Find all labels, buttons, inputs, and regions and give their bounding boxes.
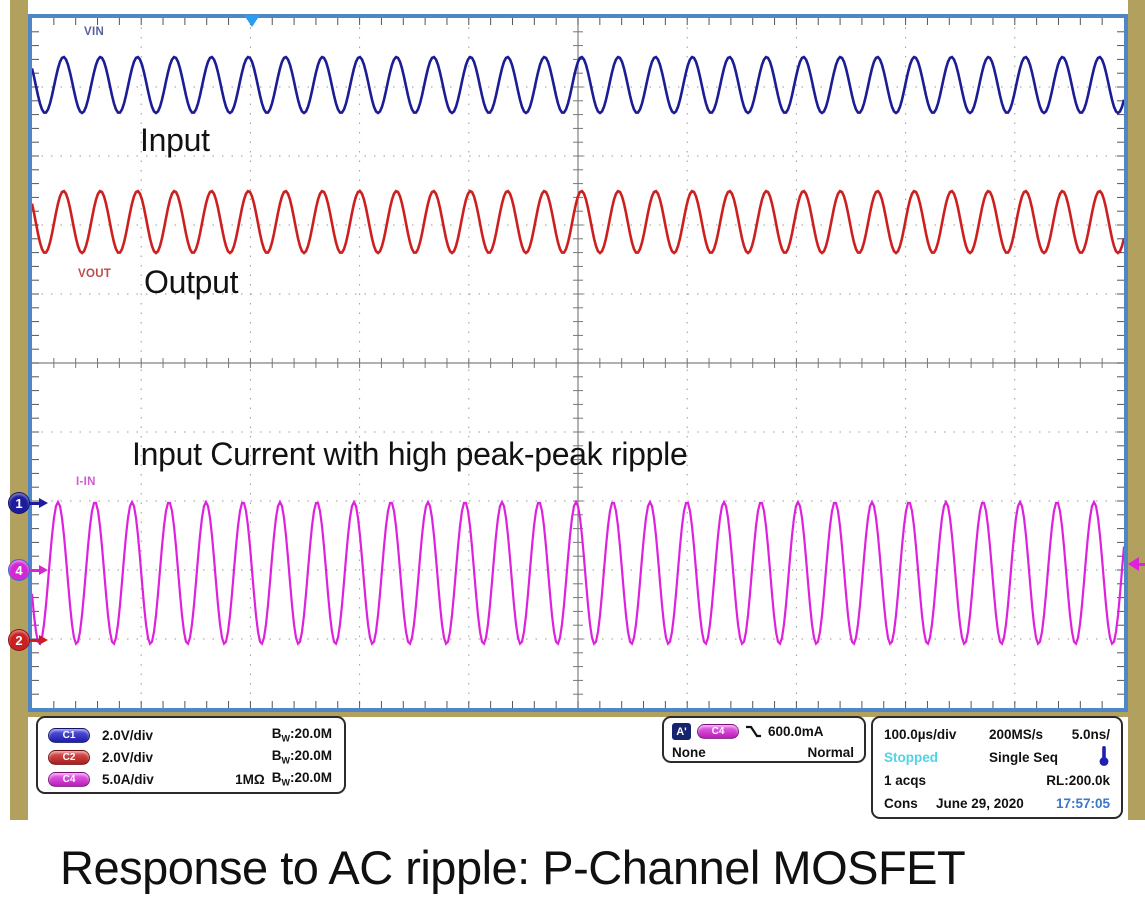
time-value: 17:57:05 [1055,796,1110,811]
date-value: June 29, 2020 [936,796,1024,811]
channel-4-arrow-icon [39,565,48,575]
channel-2-badge: 2 [8,629,30,651]
trigger-level-marker-icon [1128,557,1145,571]
acquisition-mode-value: Single Seq [989,750,1059,765]
figure-caption: Response to AC ripple: P-Channel MOSFET [60,841,966,894]
c2-scale: 2.0V/div [102,749,154,765]
c1-scale: 2.0V/div [102,727,154,743]
sample-interval-value: 5.0ns/ [1071,727,1110,742]
trigger-mode-left: None [672,744,706,760]
channel-row-c2: C2 2.0V/div BW:20.0M [48,746,332,768]
horizontal-acquisition-panel: 100.0µs/div 200MS/s 5.0ns/ Stopped Singl… [871,716,1123,819]
trace-label-vout: VOUT [78,268,112,280]
trigger-position-marker-icon [244,15,260,27]
annotation-input: Input [140,122,210,158]
acquisition-count-value: 1 acqs [884,773,927,788]
c2-channel-badge: C2 [48,749,90,765]
falling-edge-icon [746,725,761,738]
annotation-input-current: Input Current with high peak-peak ripple [132,436,688,472]
oscilloscope-capture: VIN Input VOUT Output I-IN Input Current… [8,0,1145,820]
c2-bandwidth: BW:20.0M [271,748,332,766]
record-length-value: RL:200.0k [1046,773,1110,788]
channel-1-arrow-icon [39,498,48,508]
trigger-source-badge: C4 [697,724,739,739]
c1-bandwidth: BW:20.0M [271,726,332,744]
frame-left [10,0,28,820]
c4-scale: 5.0A/div [102,771,154,787]
trigger-readout-panel: A' C4 600.0mA None Normal [662,716,866,763]
waveform-traces [32,55,1124,646]
channel-1-badge: 1 [8,492,30,514]
trigger-aux-badge: A' [672,723,691,740]
frame-right [1128,0,1145,820]
channel-row-c4: C4 5.0A/div 1MΩ BW:20.0M [48,768,332,790]
run-state-value: Stopped [884,750,938,765]
frame-bottom [10,711,1145,717]
channel-1-arrow-shaft [30,501,39,505]
trigger-level-arrowhead-icon [1128,557,1139,571]
c4-bandwidth: BW:20.0M [271,770,332,788]
trigger-level-shaft [1139,562,1145,566]
graticule [32,18,1124,708]
channel-1-position-marker: 1 [8,492,48,514]
channel-2-position-marker: 2 [8,629,48,651]
vertical-scale-pin-icon [1098,745,1110,770]
trigger-level-value: 600.0mA [768,724,824,739]
channel-4-badge: 4 [8,559,30,581]
channel-2-arrow-shaft [30,638,39,642]
trace-label-iin: I-IN [76,476,96,488]
timebase-value: 100.0µs/div [884,727,957,742]
trigger-mode-right: Normal [807,744,854,760]
channel-row-c1: C1 2.0V/div BW:20.0M [48,724,332,746]
c1-channel-badge: C1 [48,727,90,743]
trace-label-vin: VIN [84,26,105,38]
channel-2-arrow-icon [39,635,48,645]
c4-channel-badge: C4 [48,771,90,787]
console-label: Cons [884,796,918,811]
channel-4-arrow-shaft [30,568,39,572]
c4-impedance: 1MΩ [235,771,265,787]
waveform-display: VIN Input VOUT Output I-IN Input Current… [28,14,1145,712]
channel-4-position-marker: 4 [8,559,48,581]
channel-readout-panel: C1 2.0V/div BW:20.0M C2 2.0V/div BW:20.0… [36,716,346,794]
sample-rate-value: 200MS/s [989,727,1044,742]
annotation-output: Output [144,264,239,300]
